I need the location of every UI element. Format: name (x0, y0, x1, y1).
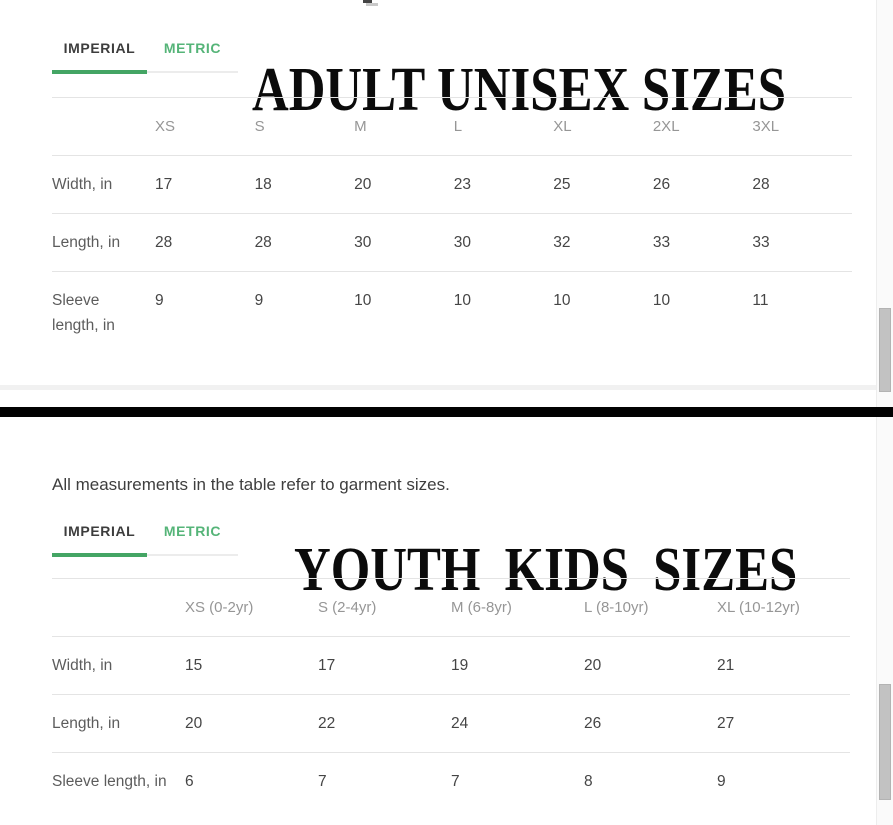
measurement-note: All measurements in the table refer to g… (52, 475, 450, 494)
row-label: Width, in (52, 176, 113, 193)
active-tab-underline (52, 553, 147, 557)
size-value: 17 (318, 657, 336, 674)
size-value: 28 (752, 176, 770, 193)
size-value: 10 (553, 292, 571, 309)
tab-label: METRIC (163, 40, 222, 56)
size-value: 26 (652, 176, 671, 193)
adult-size-table: XS S M L XL 2XL 3XL Width, in 17 18 20 23 25 26 28 Leng… (52, 97, 852, 354)
size-value: 22 (318, 715, 336, 732)
size-value: 25 (553, 176, 571, 193)
adult-unit-tabbar: IMPERIAL METRIC (52, 27, 238, 74)
row-label: Length, in (52, 715, 121, 732)
column-header: XL (10-12yr) (717, 599, 800, 616)
table-row: Width, in 15 17 19 20 21 (52, 637, 850, 695)
youth-tab-metric[interactable]: METRIC (147, 510, 238, 557)
size-value: 28 (254, 234, 272, 251)
table-row: Length, in 20 22 24 26 27 (52, 695, 850, 753)
inactive-tab-underline (147, 554, 238, 556)
size-value: 10 (652, 292, 671, 309)
size-value: 20 (185, 715, 203, 732)
table-header-row: XS S M L XL 2XL 3XL (52, 98, 852, 156)
size-value: 33 (752, 234, 770, 251)
youth-size-table: XS (0-2yr) S (2-4yr) M (6-8yr) L (8-10yr) XL… (52, 578, 850, 810)
size-value: 26 (584, 715, 602, 732)
table-header-row: XS (0-2yr) S (2-4yr) M (6-8yr) L (8-10yr) XL… (52, 579, 850, 637)
adult-scrollbar-thumb[interactable] (879, 308, 891, 392)
table-row: Length, in 28 28 30 30 32 33 33 (52, 214, 852, 272)
column-header: L (8-10yr) (584, 599, 649, 616)
adult-scrollbar-track[interactable] (876, 0, 893, 407)
size-value: 24 (451, 715, 469, 732)
row-label: Sleeve length, in (52, 292, 115, 334)
size-value: 28 (155, 234, 173, 251)
size-value: 21 (717, 657, 735, 674)
corner-cell (52, 579, 185, 611)
size-value: 17 (155, 176, 173, 193)
row-label: Length, in (52, 234, 121, 251)
column-header: S (254, 118, 265, 135)
table-row: Width, in 17 18 20 23 25 26 28 (52, 156, 852, 214)
adult-tab-imperial[interactable]: IMPERIAL (52, 27, 147, 74)
youth-tab-imperial[interactable]: IMPERIAL (52, 510, 147, 557)
tab-label: METRIC (163, 523, 222, 539)
inactive-tab-underline (147, 71, 238, 73)
size-value: 9 (254, 292, 264, 309)
size-value: 30 (354, 234, 372, 251)
tab-label: IMPERIAL (63, 40, 136, 56)
size-value: 15 (185, 657, 203, 674)
size-value: 7 (451, 773, 460, 790)
corner-cell (52, 98, 155, 130)
column-header: XL (553, 118, 572, 135)
size-value: 19 (451, 657, 469, 674)
size-value: 9 (155, 292, 164, 309)
black-divider-bar (0, 407, 893, 417)
size-value: 9 (717, 773, 726, 790)
table-row: Sleeve length, in 9 9 10 10 10 10 11 (52, 272, 852, 354)
size-value: 7 (318, 773, 327, 790)
youth-unit-tabbar: IMPERIAL METRIC (52, 510, 238, 557)
column-header: L (453, 118, 463, 135)
adult-tab-metric[interactable]: METRIC (147, 27, 238, 74)
column-header: M (6-8yr) (451, 599, 512, 616)
size-value: 8 (584, 773, 593, 790)
row-label: Sleeve length, in (52, 773, 167, 790)
table-row: Sleeve length, in 6 7 7 8 9 (52, 753, 850, 810)
size-value: 30 (453, 234, 471, 251)
size-value: 18 (254, 176, 272, 193)
size-value: 23 (453, 176, 471, 193)
youth-section-title: YOUTH KIDS SIZES (294, 535, 798, 604)
adult-section-title: ADULT UNISEX SIZES (252, 55, 787, 124)
size-value: 10 (354, 292, 372, 309)
column-header: 2XL (652, 118, 680, 135)
cropped-text-artifact (363, 0, 372, 3)
size-value: 33 (652, 234, 671, 251)
column-header: S (2-4yr) (318, 599, 377, 616)
column-header: M (354, 118, 367, 135)
youth-scrollbar-thumb[interactable] (879, 684, 891, 800)
column-header: 3XL (752, 118, 780, 135)
active-tab-underline (52, 70, 147, 74)
size-value: 10 (453, 292, 471, 309)
size-value: 6 (185, 773, 194, 790)
row-label: Width, in (52, 657, 113, 674)
size-value: 20 (354, 176, 372, 193)
column-header: XS (0-2yr) (185, 599, 254, 616)
size-value: 20 (584, 657, 602, 674)
youth-scrollbar-track[interactable] (876, 417, 893, 825)
column-header: XS (155, 118, 176, 135)
cropped-text-artifact (366, 3, 378, 6)
section-bottom-rule (0, 385, 876, 390)
size-value: 27 (717, 715, 735, 732)
size-value: 32 (553, 234, 571, 251)
tab-label: IMPERIAL (63, 523, 136, 539)
size-value: 11 (752, 292, 769, 309)
